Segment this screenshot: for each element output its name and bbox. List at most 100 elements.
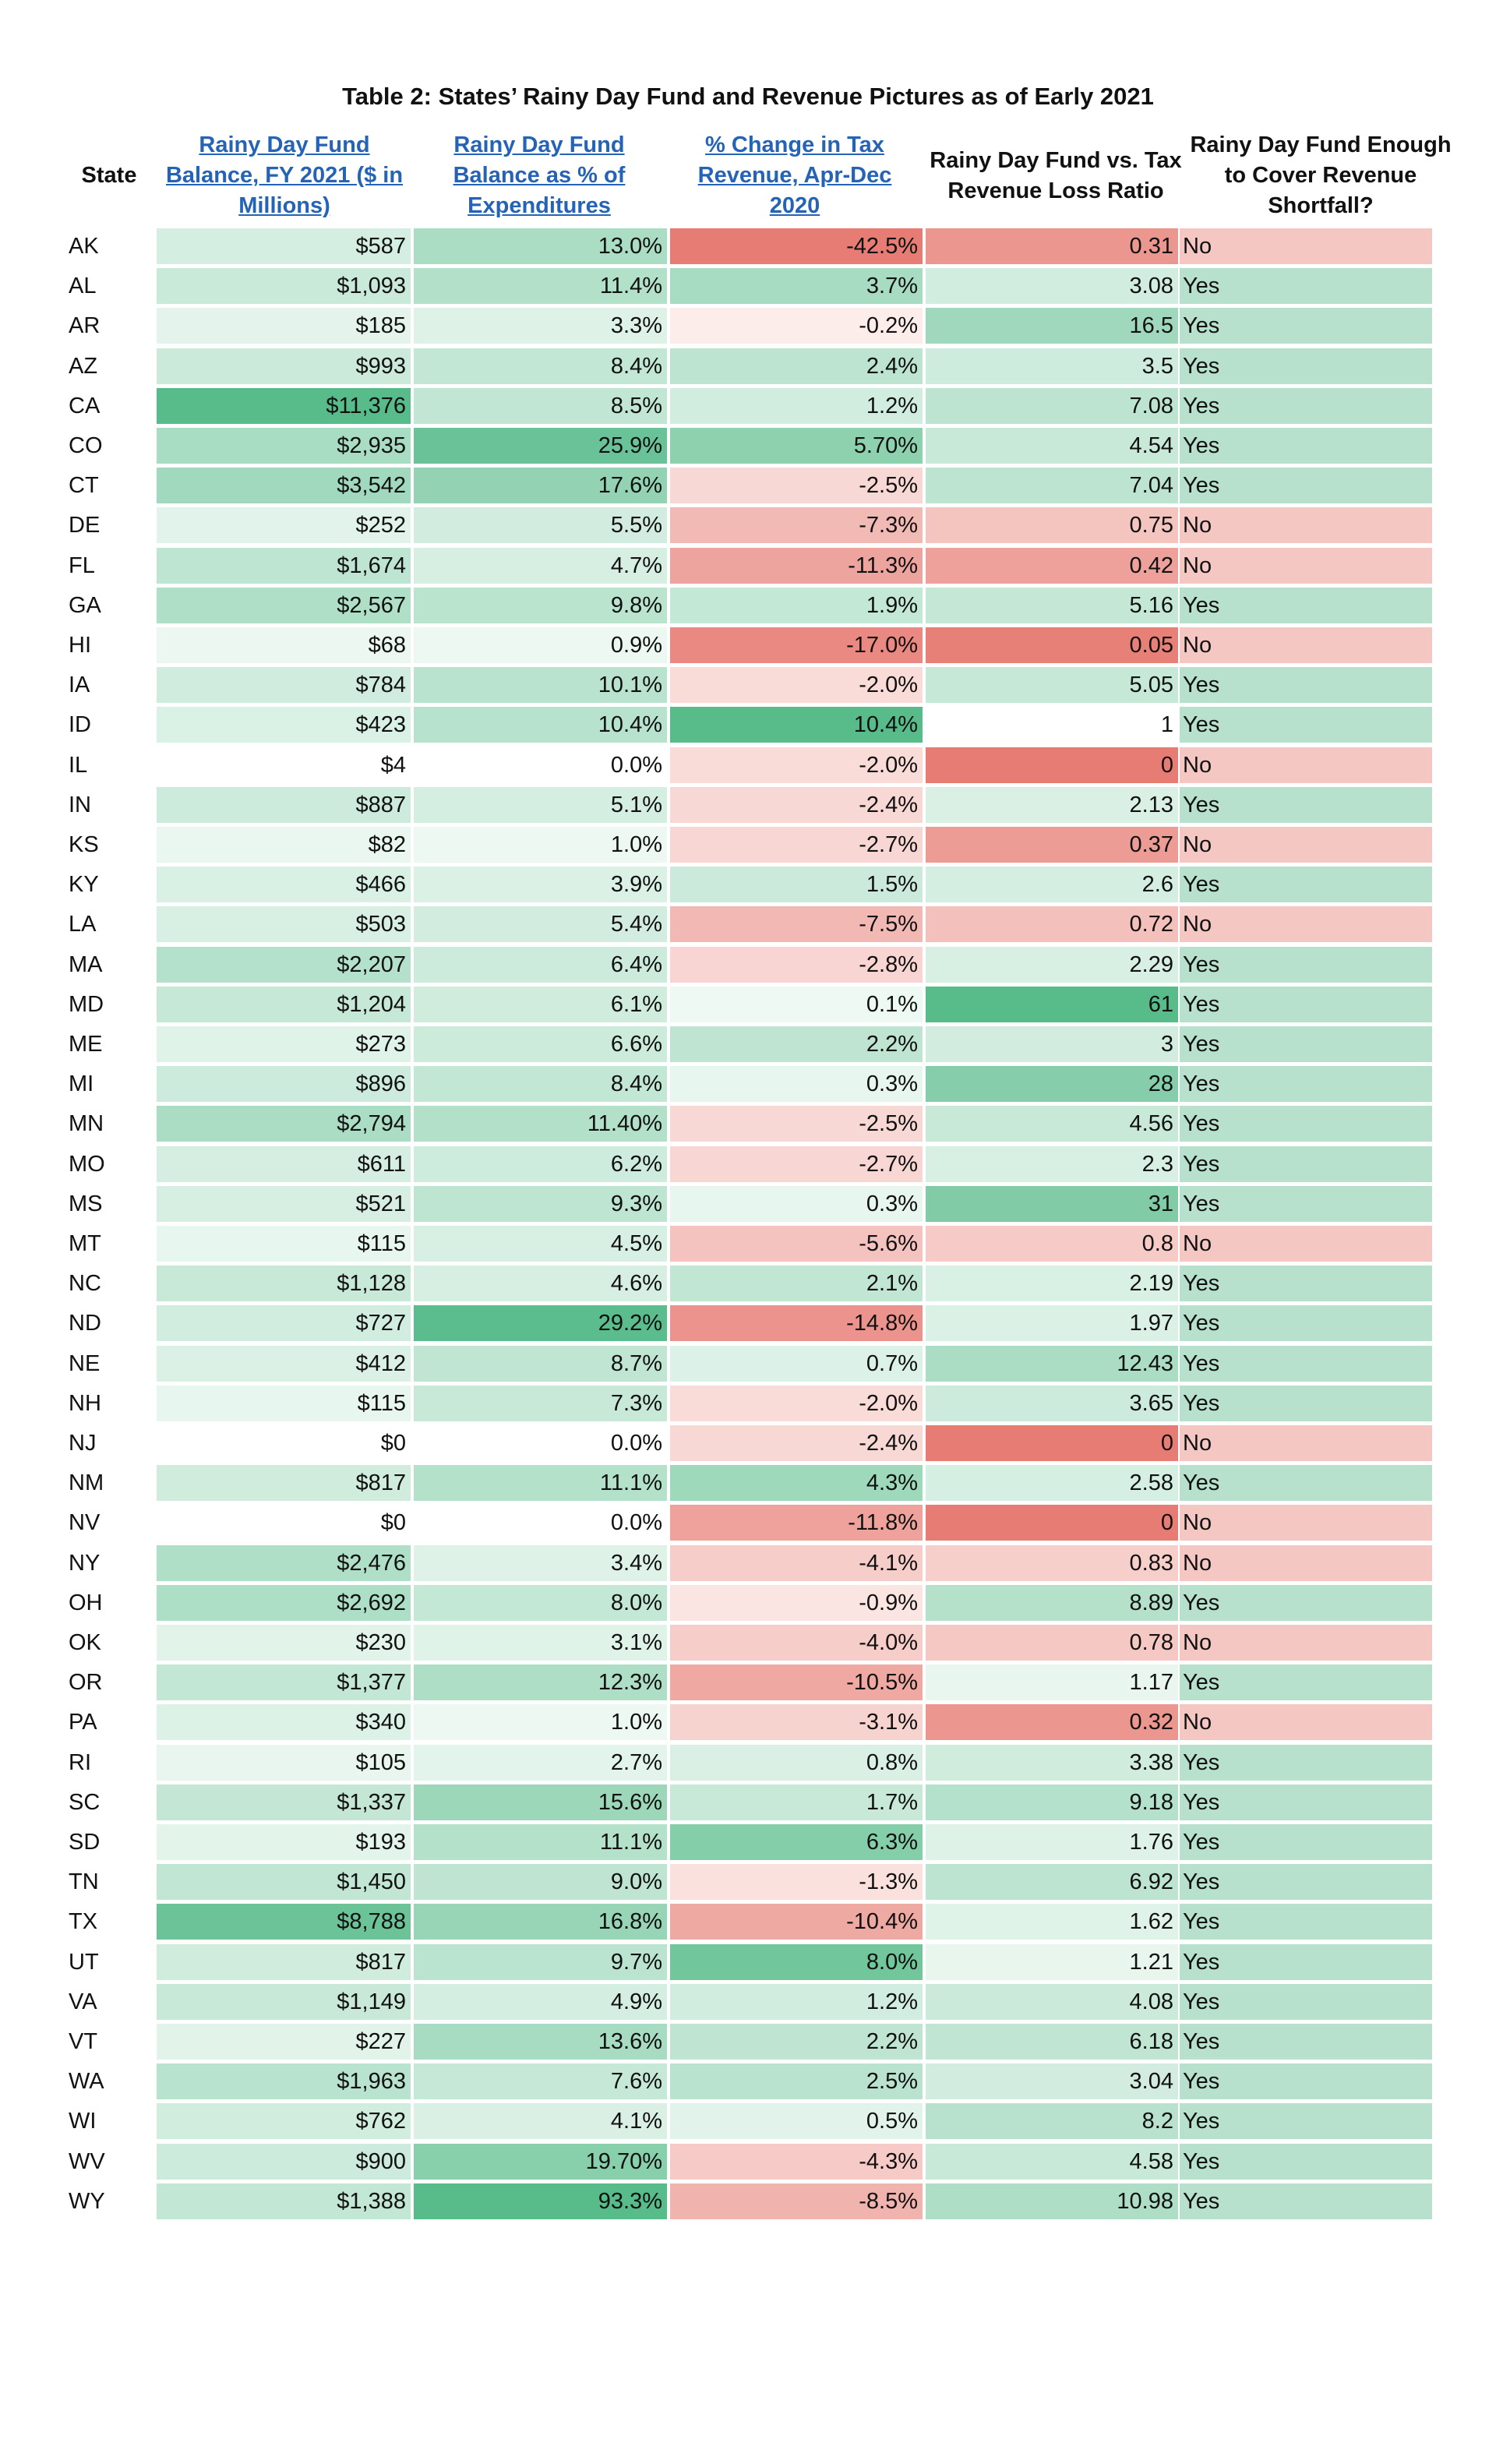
cell-pct-expenditures: 6.1% <box>414 986 667 1022</box>
header-tax-change-link[interactable]: % Change in Tax Revenue, Apr-Dec 2020 <box>697 132 892 218</box>
cell-balance: $2,207 <box>157 946 411 983</box>
table-row: TN $1,450 9.0% -1.3% 6.92 Yes <box>55 1864 1441 1903</box>
cell-pct-expenditures: 3.9% <box>414 867 667 903</box>
cell-tax-change: 1.5% <box>670 867 923 903</box>
cell-pct-expenditures: 0.0% <box>414 747 667 783</box>
cell-enough: Yes <box>1180 1824 1432 1860</box>
cell-tax-change: 4.3% <box>670 1465 923 1502</box>
cell-balance: $466 <box>157 867 411 903</box>
table-row: WI $762 4.1% 0.5% 8.2 Yes <box>55 2103 1441 2142</box>
cell-state: PA <box>69 1710 97 1735</box>
cell-balance: $2,935 <box>157 428 411 464</box>
cell-pct-expenditures: 9.8% <box>414 587 667 623</box>
cell-pct-expenditures: 10.4% <box>414 707 667 743</box>
cell-tax-change: -14.8% <box>670 1305 923 1342</box>
cell-ratio: 4.58 <box>926 2143 1178 2180</box>
cell-ratio: 0.78 <box>926 1625 1178 1661</box>
cell-enough: No <box>1180 1425 1432 1461</box>
table-row: KS $82 1.0% -2.7% 0.37 No <box>55 827 1441 866</box>
cell-pct-expenditures: 1.0% <box>414 1704 667 1741</box>
cell-tax-change: -17.0% <box>670 627 923 663</box>
cell-ratio: 31 <box>926 1185 1178 1222</box>
cell-pct-expenditures: 15.6% <box>414 1784 667 1820</box>
header-pct-expenditures-link[interactable]: Rainy Day Fund Balance as % of Expenditu… <box>453 132 626 218</box>
cell-state: CT <box>69 473 99 499</box>
cell-enough: Yes <box>1180 2183 1432 2219</box>
cell-state: IN <box>69 792 91 817</box>
cell-balance: $1,450 <box>157 1864 411 1901</box>
cell-tax-change: -2.7% <box>670 827 923 863</box>
cell-state: FL <box>69 552 95 578</box>
cell-pct-expenditures: 0.9% <box>414 627 667 663</box>
cell-enough: Yes <box>1180 946 1432 983</box>
cell-ratio: 1.62 <box>926 1904 1178 1940</box>
cell-tax-change: -11.3% <box>670 547 923 584</box>
cell-enough: Yes <box>1180 1983 1432 2020</box>
table-row: KY $466 3.9% 1.5% 2.6 Yes <box>55 867 1441 905</box>
table-row: WA $1,963 7.6% 2.5% 3.04 Yes <box>55 2063 1441 2102</box>
header-pct-expenditures[interactable]: Rainy Day Fund Balance as % of Expenditu… <box>415 127 664 224</box>
cell-state: CA <box>69 393 101 418</box>
table-row: IN $887 5.1% -2.4% 2.13 Yes <box>55 786 1441 826</box>
header-balance[interactable]: Rainy Day Fund Balance, FY 2021 ($ in Mi… <box>156 127 413 224</box>
cell-enough: Yes <box>1180 1066 1432 1103</box>
cell-pct-expenditures: 9.7% <box>414 1943 667 1980</box>
cell-pct-expenditures: 4.6% <box>414 1266 667 1302</box>
cell-balance: $193 <box>157 1824 411 1860</box>
cell-pct-expenditures: 4.5% <box>414 1226 667 1262</box>
table-row: WY $1,388 93.3% -8.5% 10.98 Yes <box>55 2183 1441 2222</box>
cell-balance: $1,337 <box>157 1784 411 1820</box>
cell-state: IL <box>69 752 88 778</box>
cell-balance: $784 <box>157 667 411 704</box>
cell-state: HI <box>69 633 91 658</box>
table-row: SD $193 11.1% 6.3% 1.76 Yes <box>55 1824 1441 1863</box>
cell-balance: $993 <box>157 348 411 384</box>
table-row: HI $68 0.9% -17.0% 0.05 No <box>55 627 1441 666</box>
cell-tax-change: 0.8% <box>670 1744 923 1781</box>
cell-ratio: 0 <box>926 1505 1178 1541</box>
cell-state: CO <box>69 433 103 458</box>
cell-balance: $1,377 <box>157 1664 411 1701</box>
cell-tax-change: -10.5% <box>670 1664 923 1701</box>
cell-ratio: 0.72 <box>926 906 1178 943</box>
cell-pct-expenditures: 9.3% <box>414 1185 667 1222</box>
cell-enough: Yes <box>1180 587 1432 623</box>
cell-pct-expenditures: 3.1% <box>414 1625 667 1661</box>
cell-balance: $230 <box>157 1625 411 1661</box>
cell-state: SC <box>69 1789 101 1815</box>
table-row: CT $3,542 17.6% -2.5% 7.04 Yes <box>55 468 1441 507</box>
cell-tax-change: 10.4% <box>670 707 923 743</box>
cell-enough: Yes <box>1180 1864 1432 1901</box>
table-row: UT $817 9.7% 8.0% 1.21 Yes <box>55 1943 1441 1983</box>
cell-balance: $2,567 <box>157 587 411 623</box>
cell-balance: $82 <box>157 827 411 863</box>
cell-ratio: 6.92 <box>926 1864 1178 1901</box>
cell-state: ND <box>69 1311 101 1336</box>
header-tax-change[interactable]: % Change in Tax Revenue, Apr-Dec 2020 <box>670 127 919 224</box>
cell-enough: Yes <box>1180 1106 1432 1142</box>
cell-enough: Yes <box>1180 348 1432 384</box>
cell-state: AL <box>69 274 97 299</box>
table-row: ND $727 29.2% -14.8% 1.97 Yes <box>55 1305 1441 1344</box>
cell-balance: $587 <box>157 228 411 264</box>
cell-enough: No <box>1180 1625 1432 1661</box>
cell-balance: $2,476 <box>157 1544 411 1581</box>
cell-pct-expenditures: 2.7% <box>414 1744 667 1781</box>
cell-enough: Yes <box>1180 1744 1432 1781</box>
cell-state: NE <box>69 1350 101 1376</box>
cell-tax-change: 1.2% <box>670 1983 923 2020</box>
cell-ratio: 10.98 <box>926 2183 1178 2219</box>
cell-tax-change: 2.2% <box>670 1026 923 1062</box>
table-row: AZ $993 8.4% 2.4% 3.5 Yes <box>55 348 1441 387</box>
header-balance-link[interactable]: Rainy Day Fund Balance, FY 2021 ($ in Mi… <box>165 132 404 218</box>
cell-pct-expenditures: 1.0% <box>414 827 667 863</box>
cell-state: AZ <box>69 353 98 379</box>
cell-state: MA <box>69 951 103 977</box>
header-ratio: Rainy Day Fund vs. Tax Revenue Loss Rati… <box>930 147 1182 203</box>
cell-enough: No <box>1180 507 1432 544</box>
cell-balance: $762 <box>157 2103 411 2140</box>
cell-pct-expenditures: 16.8% <box>414 1904 667 1940</box>
cell-tax-change: -2.0% <box>670 747 923 783</box>
table-row: NM $817 11.1% 4.3% 2.58 Yes <box>55 1465 1441 1504</box>
cell-pct-expenditures: 3.3% <box>414 308 667 344</box>
